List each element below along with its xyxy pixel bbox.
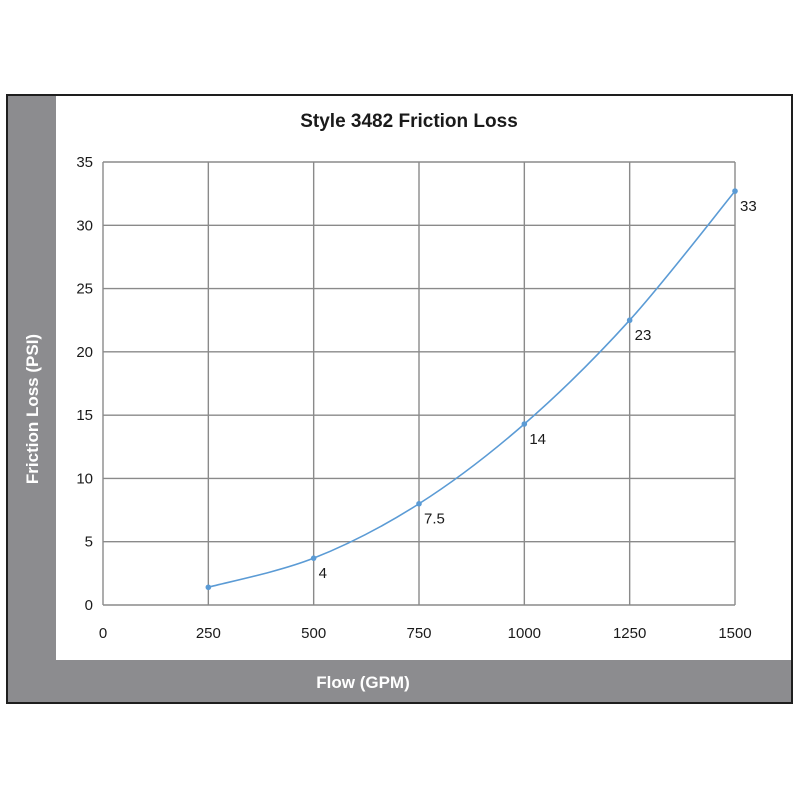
data-label: 4 (319, 565, 327, 582)
x-tick-label: 250 (196, 625, 221, 642)
y-tick-label: 10 (76, 470, 93, 487)
y-tick-labels: 0 5 10 15 20 25 30 35 (76, 154, 93, 614)
data-point (416, 500, 422, 507)
y-tick-label: 35 (76, 154, 93, 171)
x-tick-label: 750 (406, 625, 431, 642)
data-point (310, 555, 317, 561)
x-tick-label: 1000 (508, 625, 541, 642)
grid (102, 161, 736, 606)
y-tick-label: 5 (85, 534, 93, 551)
data-label: 14 (529, 431, 546, 448)
data-point (626, 317, 633, 324)
chart-title: Style 3482 Friction Loss (300, 111, 518, 132)
x-tick-label: 0 (99, 625, 107, 642)
x-tick-label: 1500 (718, 625, 751, 642)
data-label: 33 (740, 198, 757, 215)
x-tick-label: 1250 (613, 625, 646, 642)
y-axis-title: Friction Loss (PSI) (23, 334, 42, 484)
data-point (732, 188, 738, 194)
y-tick-label: 30 (76, 217, 93, 234)
data-points: 4 7.5 14 23 33 (205, 188, 757, 591)
x-tick-labels: 0 250 500 750 1000 1250 1500 (99, 625, 752, 642)
data-point (521, 421, 528, 427)
y-tick-label: 20 (76, 344, 93, 361)
data-point (205, 584, 212, 591)
y-tick-label: 15 (76, 407, 93, 424)
y-tick-label: 25 (76, 281, 93, 298)
series-curve (208, 190, 736, 589)
x-tick-label: 500 (301, 625, 326, 642)
data-label: 23 (635, 327, 652, 344)
series-line (208, 190, 736, 589)
x-axis-title: Flow (GPM) (316, 673, 409, 692)
data-label: 7.5 (424, 511, 445, 528)
plot-background (56, 96, 791, 660)
y-tick-label: 0 (85, 597, 93, 614)
